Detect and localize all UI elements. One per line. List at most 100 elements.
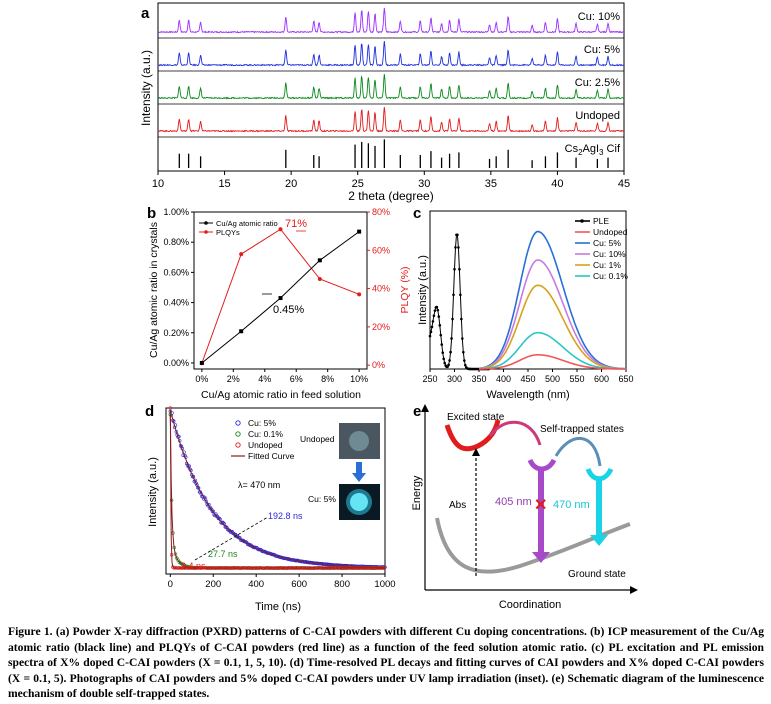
c-ple-point <box>428 334 432 338</box>
c-emission-line <box>478 230 626 370</box>
c-ple-point <box>448 359 451 362</box>
d-point <box>214 514 219 518</box>
b-annot-045: 0.45% <box>273 304 304 316</box>
c-legend-label: Cu: 1% <box>593 260 621 270</box>
c-ple-point <box>429 330 433 334</box>
e-ground-label: Ground state <box>568 569 626 580</box>
a-xtick-label: 30 <box>418 178 430 190</box>
d-legend-label: Fitted Curve <box>248 451 295 461</box>
panel-b: b 0% 2% 4% 6% 8% 10% 0.00% 0.20% 0.40% 0.60% 0.80%… <box>147 205 411 401</box>
a-xtick-label: 15 <box>218 178 230 190</box>
panel-c-axes: 250 300 350 400 450 500 550 600 650 <box>422 369 634 384</box>
d-xtick-label: 0 <box>168 579 173 590</box>
d-legend-marker <box>235 420 241 426</box>
panel-a-label: a <box>141 5 150 22</box>
c-ple-point <box>458 267 461 271</box>
panel-b-series <box>199 227 362 366</box>
d-inset-undoped-powder <box>349 431 369 451</box>
a-ylabel: Intensity (a.u.) <box>139 50 153 126</box>
b-yrtick-label: 60% <box>372 245 390 255</box>
c-ple-point <box>451 317 454 321</box>
b-point-plqy <box>317 277 322 282</box>
c-ple-point <box>450 337 453 340</box>
b-point-plqy <box>239 252 244 257</box>
panel-c: c 250 300 350 400 450 500 550 600 650 PLEUndoped… <box>413 205 634 401</box>
d-point <box>232 531 236 536</box>
c-ple-point <box>438 324 442 327</box>
c-ple-point <box>447 363 450 367</box>
d-inset-cu5-label: Cu: 5% <box>308 494 336 504</box>
d-fit-line <box>169 409 385 569</box>
a-xtick-label: 10 <box>152 178 164 190</box>
b-yltick-label: 0.80% <box>163 237 189 247</box>
a-xtick-label: 40 <box>551 178 563 190</box>
d-annot-24: 2.4 ns <box>181 561 206 571</box>
b-legend-red: PLQYs <box>216 228 240 237</box>
b-point-plqy <box>357 292 362 297</box>
c-ple-point <box>457 246 460 249</box>
d-ylabel: Intensity (a.u.) <box>147 457 159 527</box>
b-point-ratio <box>357 229 362 234</box>
d-point <box>168 406 172 410</box>
c-ple-point <box>452 293 455 297</box>
a-xtick-label: 45 <box>618 178 630 190</box>
a-label-cu10: Cu: 10% <box>578 11 620 23</box>
c-ple-point <box>435 305 439 309</box>
c-ple-line <box>429 234 489 370</box>
e-arrow-to-cyan <box>554 437 602 467</box>
c-ple-point <box>461 337 464 340</box>
b-yltick-label: 1.00% <box>163 207 189 217</box>
a-xlabel: 2 theta (degree) <box>348 189 433 203</box>
e-x-arrow <box>630 586 638 594</box>
panel-a-x-axis: 10 15 20 25 30 35 40 45 <box>152 171 630 190</box>
b-xtick-label: 4% <box>258 374 271 384</box>
panel-e-label: e <box>413 403 421 420</box>
d-legend-label: Cu: 0.1% <box>248 429 283 439</box>
figure-caption: Figure 1. (a) Powder X-ray diffraction (… <box>8 625 764 701</box>
e-470-label: 470 nm <box>553 499 590 511</box>
c-ple-point <box>459 293 462 297</box>
c-xtick-label: 350 <box>471 374 486 384</box>
b-xtick-label: 8% <box>321 374 334 384</box>
b-yltick-label: 0.60% <box>163 267 189 277</box>
c-xtick-label: 500 <box>545 374 560 384</box>
c-ple-point <box>430 325 434 329</box>
b-point-ratio <box>239 329 244 334</box>
c-xlabel: Wavelength (nm) <box>486 389 569 401</box>
e-abs-arrowhead <box>472 448 480 456</box>
c-legend-label: Cu: 10% <box>593 249 626 259</box>
e-cyan-well <box>585 467 614 482</box>
b-yltick-label: 0.40% <box>163 298 189 308</box>
d-annot-277: 27.7 ns <box>208 549 238 559</box>
a-label-cif: Cs2AgI3 Cif <box>565 143 621 157</box>
c-ple-point <box>431 320 435 323</box>
c-emission-line <box>479 354 626 370</box>
d-legend-marker <box>235 442 241 448</box>
b-point-ratio <box>317 258 322 263</box>
c-ple-point <box>433 309 437 312</box>
c-xtick-label: 300 <box>447 374 462 384</box>
e-excited-label: Excited state <box>447 412 505 423</box>
a-label-cu25: Cu: 2.5% <box>575 77 620 89</box>
c-xtick-label: 600 <box>594 374 609 384</box>
b-yrtick-label: 0% <box>372 360 385 370</box>
e-coordination-label: Coordination <box>499 599 561 611</box>
c-ple-point <box>436 308 440 312</box>
b-xtick-label: 2% <box>227 374 240 384</box>
b-yrtick-label: 80% <box>372 207 390 217</box>
b-ylabel-left: Cu/Ag atomic ratio in crystals <box>148 222 160 358</box>
c-emission-line <box>479 331 626 370</box>
c-xtick-label: 250 <box>422 374 437 384</box>
panel-d-axes: 0 200 400 600 800 1000 <box>168 574 396 590</box>
c-legend-label: PLE <box>593 216 609 226</box>
panel-d-series <box>168 406 387 570</box>
d-fit-line <box>169 409 385 568</box>
d-point <box>209 507 214 512</box>
d-xtick-label: 800 <box>334 579 350 590</box>
b-point-ratio <box>278 296 283 301</box>
c-ple-point <box>442 357 446 361</box>
c-ple-point <box>443 361 447 365</box>
d-legend-label: Undoped <box>248 440 283 450</box>
c-xtick-label: 450 <box>520 374 535 384</box>
